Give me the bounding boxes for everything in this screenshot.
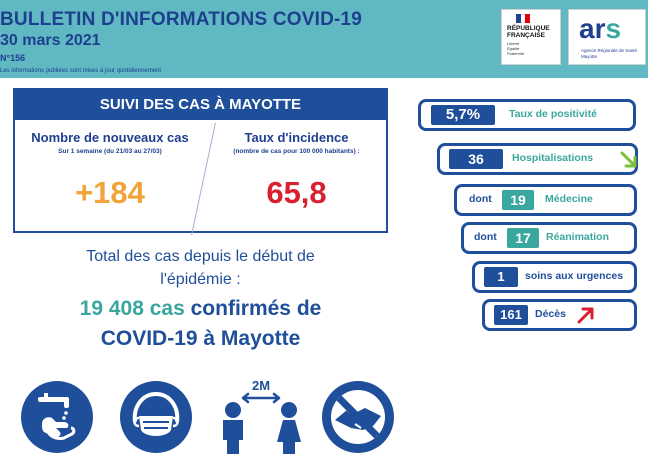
urgences-value: 1 [484,267,518,287]
incidence-label: Taux d'incidence [244,130,349,145]
suivi-cas-box: SUIVI DES CAS À MAYOTTE Nombre de nouvea… [13,88,388,235]
suivi-title: SUIVI DES CAS À MAYOTTE [15,90,386,120]
french-flag-icon [516,14,531,23]
incidence-unit: (nombre de cas pour 100 000 habitants) : [233,148,360,155]
update-note: Les informations publiées sont mises à j… [0,68,162,74]
positivity-label: Taux de positivité [509,108,597,120]
reanimation-pill: dont 17 Réanimation [461,222,637,254]
medecine-label: Médecine [545,193,593,205]
total-line-3: 19 408 cas confirmés de [13,294,388,324]
urgences-pill: 1 soins aux urgences [472,261,637,293]
hospitalisations-label: Hospitalisations [512,152,594,164]
total-cases-block: Total des cas depuis le début de l'épidé… [13,245,388,354]
reanimation-value: 17 [507,228,539,248]
social-distancing-icon: 2M [223,378,301,454]
trend-up-icon [577,307,594,324]
reanimation-label: Réanimation [546,231,610,243]
republique-francaise-logo: RÉPUBLIQUE FRANÇAISE Liberté Égalité Fra… [501,9,561,65]
new-cases-label: Nombre de nouveaux cas [31,130,189,145]
trend-down-icon [620,151,637,168]
rf-title: RÉPUBLIQUE FRANÇAISE [507,25,550,39]
bulletin-date: 30 mars 2021 [0,32,101,49]
total-line-2: l'épidémie : [160,271,241,288]
incidence-column: Taux d'incidence (nombre de cas pour 100… [205,130,388,211]
face-mask-icon [120,381,192,453]
deces-pill: 161 Décès [482,299,637,331]
hand-washing-icon [21,381,93,453]
distance-label: 2M [252,378,270,393]
new-cases-period: Sur 1 semaine (du 21/03 au 27/03) [58,148,162,155]
total-count: 19 408 cas [79,297,185,320]
rf-motto: Liberté Égalité Fraternité [507,41,525,56]
bulletin-number: N°156 [0,53,26,63]
medecine-value: 19 [502,190,534,210]
reanimation-prefix: dont [474,231,497,243]
total-line-4: COVID-19 à Mayotte [100,327,301,350]
medecine-pill: dont 19 Médecine [454,184,637,216]
total-line-1: Total des cas depuis le début de [86,248,315,265]
deces-value: 161 [494,305,528,325]
header-banner: BULLETIN D'INFORMATIONS COVID-19 30 mars… [0,0,648,78]
medecine-prefix: dont [469,193,492,205]
new-cases-value: +184 [75,175,145,210]
total-line-3-rest: confirmés de [184,297,322,320]
urgences-label: soins aux urgences [525,270,624,282]
incidence-value: 65,8 [266,175,327,210]
hospitalisations-pill: 36 Hospitalisations [437,143,638,175]
bulletin-title: BULLETIN D'INFORMATIONS COVID-19 [0,9,363,30]
positivity-value: 5,7% [431,105,495,125]
ars-logo: ars Agence Régionale de Santé Mayotte [568,9,646,65]
ars-subtitle: Agence Régionale de Santé Mayotte [581,48,638,59]
deces-label: Décès [535,308,566,320]
positivity-pill: 5,7% Taux de positivité [418,99,636,131]
new-cases-column: Nombre de nouveaux cas Sur 1 semaine (du… [15,130,205,211]
hospitalisations-value: 36 [449,149,503,169]
ars-logo-text: ars [579,13,622,44]
no-handshake-icon [322,381,394,453]
